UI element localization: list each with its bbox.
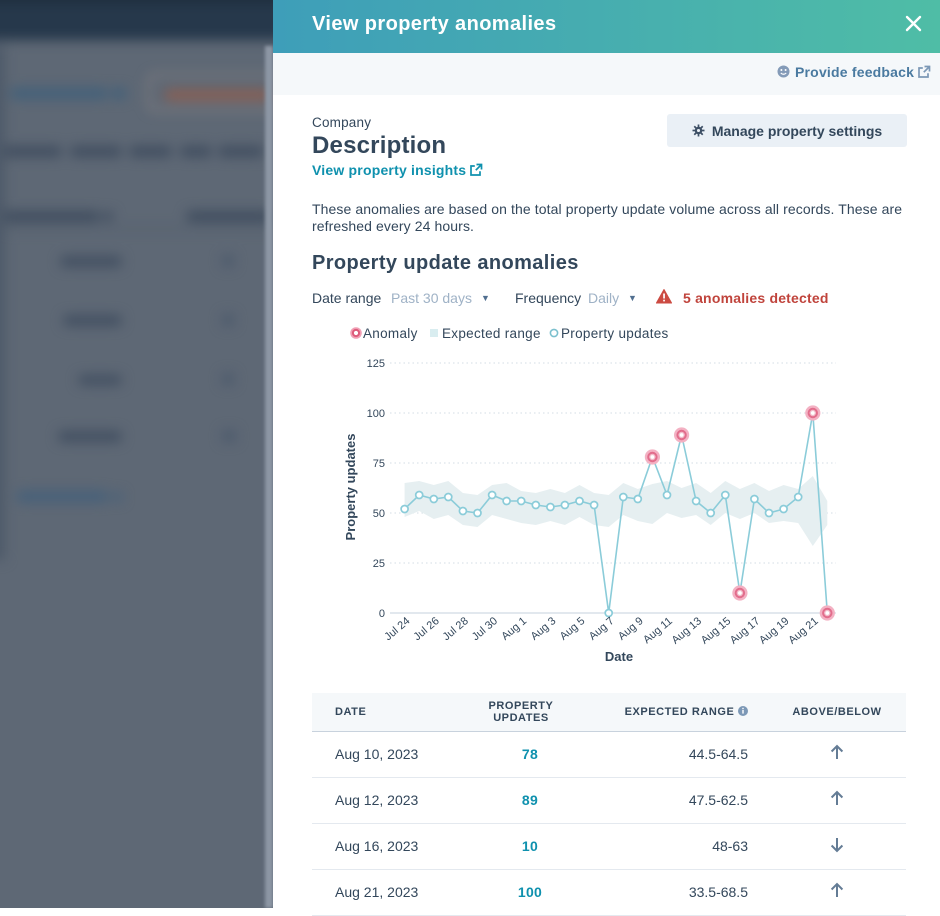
svg-text:125: 125: [367, 358, 385, 370]
svg-text:Property updates: Property updates: [343, 434, 358, 541]
svg-text:0: 0: [379, 608, 385, 620]
svg-text:Aug 15: Aug 15: [699, 615, 733, 647]
svg-text:75: 75: [373, 458, 385, 470]
svg-text:Aug 17: Aug 17: [728, 615, 762, 647]
svg-text:Aug 13: Aug 13: [670, 615, 704, 647]
svg-text:Aug 1: Aug 1: [499, 615, 529, 643]
svg-text:Aug 5: Aug 5: [558, 615, 588, 643]
svg-text:Date: Date: [605, 649, 633, 664]
svg-text:25: 25: [373, 558, 385, 570]
svg-text:100: 100: [367, 408, 385, 420]
svg-text:Jul 28: Jul 28: [441, 615, 471, 643]
svg-text:Jul 30: Jul 30: [470, 615, 500, 643]
svg-text:50: 50: [373, 508, 385, 520]
svg-text:Aug 19: Aug 19: [757, 615, 791, 647]
svg-text:Aug 11: Aug 11: [641, 615, 675, 646]
svg-text:Aug 7: Aug 7: [587, 615, 617, 643]
svg-text:Jul 26: Jul 26: [412, 615, 442, 643]
svg-text:Aug 3: Aug 3: [529, 615, 559, 643]
svg-text:Jul 24: Jul 24: [382, 615, 412, 643]
svg-text:Aug 21: Aug 21: [786, 615, 820, 647]
